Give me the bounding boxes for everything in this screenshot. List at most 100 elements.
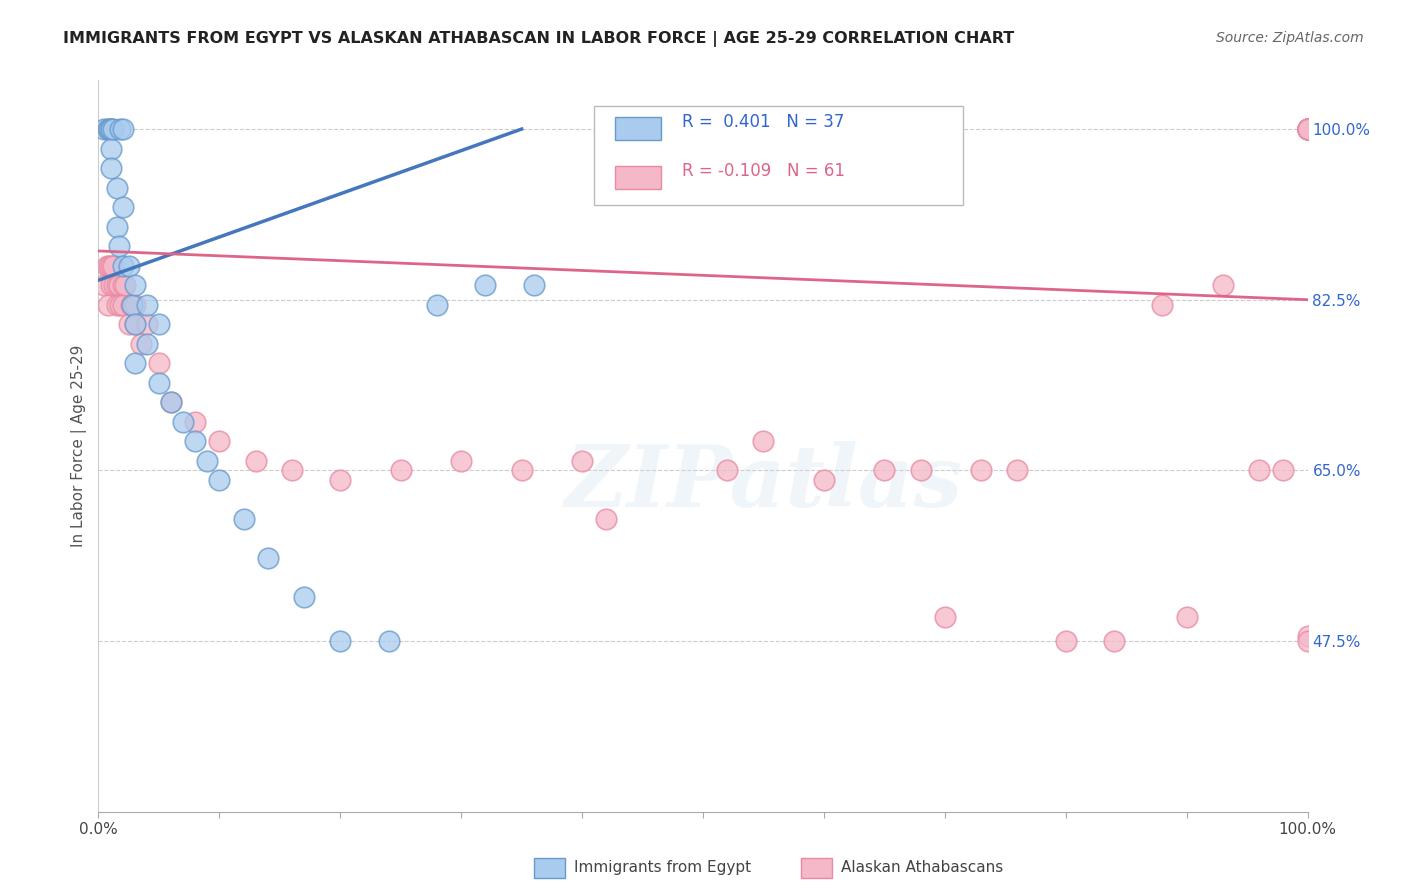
Point bbox=[523, 278, 546, 293]
Point bbox=[1296, 122, 1319, 136]
FancyBboxPatch shape bbox=[595, 106, 963, 204]
Point bbox=[103, 278, 125, 293]
Point bbox=[111, 297, 134, 311]
Point bbox=[873, 463, 896, 477]
Point bbox=[100, 142, 122, 156]
Point bbox=[97, 297, 120, 311]
Point bbox=[389, 463, 412, 477]
Text: R =  0.401   N = 37: R = 0.401 N = 37 bbox=[682, 113, 845, 131]
Point bbox=[98, 122, 121, 136]
Point bbox=[118, 317, 141, 331]
Point bbox=[1152, 297, 1174, 311]
Point bbox=[100, 259, 122, 273]
Point bbox=[716, 463, 738, 477]
Point bbox=[184, 415, 207, 429]
Point bbox=[100, 122, 122, 136]
Point bbox=[111, 278, 134, 293]
Point bbox=[124, 356, 146, 370]
Point bbox=[160, 395, 183, 409]
Point bbox=[1249, 463, 1271, 477]
Point bbox=[96, 259, 118, 273]
Text: ZIPatlas: ZIPatlas bbox=[564, 441, 963, 524]
Point bbox=[1296, 629, 1319, 643]
Point bbox=[474, 278, 496, 293]
Point bbox=[105, 278, 128, 293]
Point bbox=[426, 297, 449, 311]
Point bbox=[148, 317, 170, 331]
Text: R = -0.109   N = 61: R = -0.109 N = 61 bbox=[682, 162, 845, 180]
Point bbox=[97, 122, 120, 136]
Point bbox=[1272, 463, 1295, 477]
Point bbox=[114, 278, 136, 293]
Point bbox=[148, 356, 170, 370]
Point bbox=[1054, 634, 1077, 648]
Point bbox=[329, 634, 352, 648]
Point bbox=[124, 297, 146, 311]
Point bbox=[329, 473, 352, 487]
Text: Alaskan Athabascans: Alaskan Athabascans bbox=[841, 860, 1002, 874]
Point bbox=[184, 434, 207, 449]
Point bbox=[111, 259, 134, 273]
Point bbox=[1296, 122, 1319, 136]
Point bbox=[1296, 122, 1319, 136]
Point bbox=[108, 122, 131, 136]
Point bbox=[1212, 278, 1234, 293]
Text: Source: ZipAtlas.com: Source: ZipAtlas.com bbox=[1216, 31, 1364, 45]
Point bbox=[135, 297, 157, 311]
Point bbox=[129, 336, 152, 351]
Point bbox=[1175, 609, 1198, 624]
Point bbox=[108, 297, 131, 311]
Point bbox=[124, 278, 146, 293]
Point bbox=[98, 259, 121, 273]
Point bbox=[1296, 122, 1319, 136]
Point bbox=[813, 473, 835, 487]
Point bbox=[101, 122, 124, 136]
Point bbox=[934, 609, 956, 624]
Point bbox=[256, 551, 278, 566]
Point bbox=[135, 336, 157, 351]
Point bbox=[100, 161, 122, 175]
Point bbox=[160, 395, 183, 409]
Point bbox=[1296, 122, 1319, 136]
Point bbox=[1296, 122, 1319, 136]
FancyBboxPatch shape bbox=[614, 166, 661, 189]
Point bbox=[121, 297, 143, 311]
Point bbox=[1296, 122, 1319, 136]
Point bbox=[1007, 463, 1029, 477]
Point bbox=[1296, 634, 1319, 648]
Point bbox=[281, 463, 304, 477]
Point bbox=[970, 463, 993, 477]
Point bbox=[101, 259, 124, 273]
Point bbox=[124, 317, 146, 331]
Point bbox=[105, 180, 128, 194]
Point bbox=[377, 634, 399, 648]
Point bbox=[195, 453, 218, 467]
Point bbox=[111, 200, 134, 214]
Point bbox=[108, 278, 131, 293]
Point bbox=[208, 434, 231, 449]
Point bbox=[172, 415, 194, 429]
Point bbox=[595, 512, 617, 526]
Point bbox=[135, 317, 157, 331]
Point bbox=[1296, 122, 1319, 136]
Point bbox=[752, 434, 775, 449]
Point bbox=[1296, 122, 1319, 136]
Point bbox=[93, 278, 115, 293]
Point bbox=[120, 297, 142, 311]
Point bbox=[100, 278, 122, 293]
Point bbox=[118, 259, 141, 273]
Point bbox=[93, 122, 115, 136]
Point bbox=[450, 453, 472, 467]
Point bbox=[510, 463, 533, 477]
Point bbox=[111, 122, 134, 136]
Point bbox=[910, 463, 932, 477]
Point bbox=[208, 473, 231, 487]
Point bbox=[124, 317, 146, 331]
Point bbox=[108, 239, 131, 253]
Text: IMMIGRANTS FROM EGYPT VS ALASKAN ATHABASCAN IN LABOR FORCE | AGE 25-29 CORRELATI: IMMIGRANTS FROM EGYPT VS ALASKAN ATHABAS… bbox=[63, 31, 1015, 47]
Point bbox=[245, 453, 267, 467]
Point bbox=[292, 590, 315, 604]
Point bbox=[232, 512, 254, 526]
Point bbox=[105, 219, 128, 234]
Point bbox=[105, 297, 128, 311]
